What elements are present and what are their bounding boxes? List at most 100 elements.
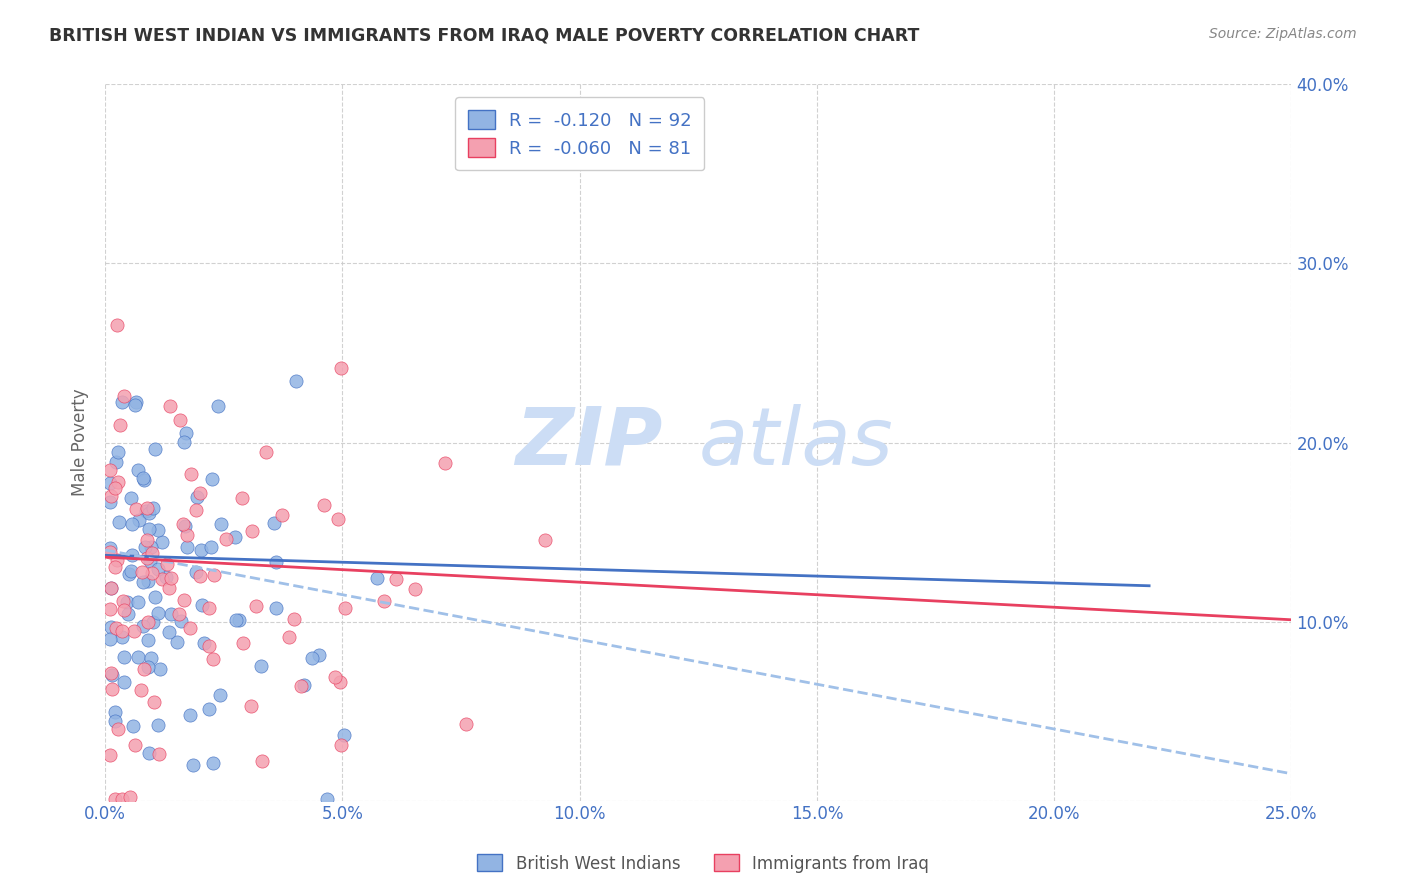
Point <box>159 400 181 414</box>
Point <box>104 455 127 469</box>
Point <box>373 593 395 607</box>
Point <box>143 590 166 604</box>
Point <box>146 523 169 537</box>
Legend: R =  -0.120   N = 92, R =  -0.060   N = 81: R = -0.120 N = 92, R = -0.060 N = 81 <box>456 97 704 170</box>
Point <box>131 566 153 580</box>
Point <box>202 568 225 582</box>
Point <box>174 518 197 533</box>
Point <box>104 560 127 574</box>
Point <box>132 662 155 676</box>
Point <box>127 595 149 609</box>
Point <box>124 738 146 752</box>
Point <box>179 621 201 635</box>
Point <box>148 747 170 761</box>
Text: ZIP: ZIP <box>516 403 662 482</box>
Point <box>190 568 212 582</box>
Point <box>121 548 143 562</box>
Point <box>174 425 197 440</box>
Point <box>111 624 134 638</box>
Point <box>332 728 354 742</box>
Point <box>190 543 212 558</box>
Point <box>202 652 225 666</box>
Point <box>105 620 128 634</box>
Point <box>207 399 229 413</box>
Point <box>98 602 121 616</box>
Point <box>200 541 222 555</box>
Point <box>138 746 160 760</box>
Point <box>111 631 134 645</box>
Point <box>172 516 194 531</box>
Point <box>277 631 299 645</box>
Point <box>136 574 159 589</box>
Point <box>169 413 191 427</box>
Point <box>301 650 323 665</box>
Point <box>159 607 181 621</box>
Point <box>129 682 152 697</box>
Point <box>329 361 352 376</box>
Point <box>120 790 142 805</box>
Point <box>110 394 132 409</box>
Point <box>146 607 169 621</box>
Point <box>312 498 335 512</box>
Point <box>100 581 122 595</box>
Point <box>433 456 456 470</box>
Point <box>139 554 162 568</box>
Point <box>173 435 195 450</box>
Point <box>249 658 271 673</box>
Point <box>132 619 155 633</box>
Point <box>111 792 134 806</box>
Point <box>142 695 165 709</box>
Point <box>121 516 143 531</box>
Point <box>118 566 141 581</box>
Point <box>264 554 287 568</box>
Point <box>326 512 349 526</box>
Point <box>329 674 352 689</box>
Point <box>104 714 127 728</box>
Point <box>271 508 294 523</box>
Point <box>138 522 160 536</box>
Point <box>132 471 155 485</box>
Point <box>366 571 388 585</box>
Point <box>100 682 122 697</box>
Point <box>134 541 156 555</box>
Point <box>315 792 337 806</box>
Legend: British West Indians, Immigrants from Iraq: British West Indians, Immigrants from Ir… <box>471 847 935 880</box>
Point <box>224 530 246 544</box>
Point <box>135 551 157 566</box>
Point <box>112 603 135 617</box>
Point <box>254 444 277 458</box>
Point <box>104 481 127 495</box>
Point <box>190 598 212 612</box>
Point <box>135 501 157 516</box>
Point <box>176 528 198 542</box>
Point <box>142 615 165 629</box>
Point <box>143 442 166 457</box>
Point <box>156 557 179 571</box>
Point <box>201 471 224 485</box>
Text: atlas: atlas <box>699 403 893 482</box>
Point <box>128 513 150 527</box>
Point <box>136 615 159 629</box>
Point <box>333 600 356 615</box>
Point <box>240 524 263 538</box>
Point <box>284 374 307 388</box>
Point <box>120 491 142 505</box>
Point <box>98 541 121 555</box>
Point <box>240 698 263 713</box>
Point <box>117 594 139 608</box>
Point <box>134 473 156 487</box>
Text: BRITISH WEST INDIAN VS IMMIGRANTS FROM IRAQ MALE POVERTY CORRELATION CHART: BRITISH WEST INDIAN VS IMMIGRANTS FROM I… <box>49 27 920 45</box>
Point <box>107 444 129 458</box>
Point <box>454 717 477 731</box>
Point <box>184 503 207 517</box>
Point <box>98 463 121 477</box>
Point <box>149 662 172 676</box>
Point <box>112 594 135 608</box>
Point <box>100 489 122 503</box>
Point <box>193 635 215 649</box>
Point <box>157 581 180 595</box>
Point <box>180 467 202 482</box>
Point <box>98 747 121 762</box>
Point <box>122 719 145 733</box>
Point <box>290 679 312 693</box>
